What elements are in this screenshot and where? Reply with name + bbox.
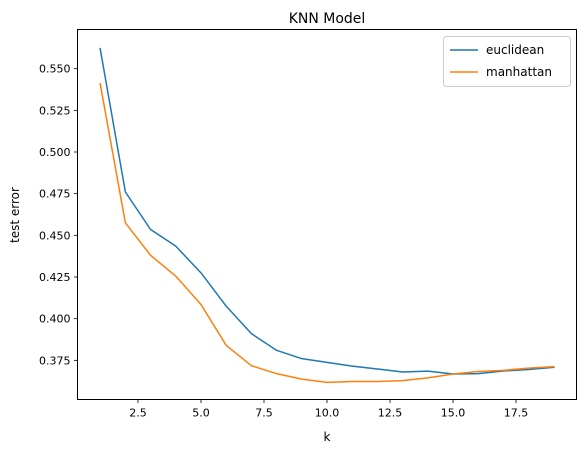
y-tick-label: 0.400 <box>39 313 71 326</box>
y-tick-label: 0.550 <box>39 63 71 76</box>
x-tick-label: 7.5 <box>255 407 273 420</box>
y-tick-label: 0.475 <box>39 188 71 201</box>
y-tick-label: 0.375 <box>39 354 71 367</box>
x-tick-label: 5.0 <box>192 407 210 420</box>
x-tick-label: 15.0 <box>441 407 466 420</box>
y-axis: 0.375 0.400 0.425 0.450 0.475 0.500 0.525 0.550 <box>39 63 78 367</box>
legend-label-manhattan: manhattan <box>486 65 552 79</box>
x-tick-label: 2.5 <box>129 407 147 420</box>
chart-title: KNN Model <box>289 11 366 27</box>
plot-area <box>99 47 555 384</box>
x-tick-label: 17.5 <box>504 407 529 420</box>
legend-label-euclidean: euclidean <box>486 43 544 57</box>
x-axis: 2.5 5.0 7.5 10.0 12.5 15.0 17.5 <box>129 399 529 420</box>
series-line-manhattan <box>99 82 555 384</box>
y-tick-label: 0.525 <box>39 104 71 117</box>
y-tick-label: 0.425 <box>39 271 71 284</box>
y-axis-label: test error <box>8 187 22 243</box>
y-tick-label: 0.500 <box>39 146 71 159</box>
legend: euclidean manhattan <box>443 36 571 87</box>
series-line-euclidean <box>99 47 555 375</box>
x-axis-label: k <box>324 430 331 444</box>
x-tick-label: 12.5 <box>378 407 403 420</box>
x-tick-label: 10.0 <box>315 407 340 420</box>
legend-box <box>443 36 571 87</box>
y-tick-label: 0.450 <box>39 229 71 242</box>
